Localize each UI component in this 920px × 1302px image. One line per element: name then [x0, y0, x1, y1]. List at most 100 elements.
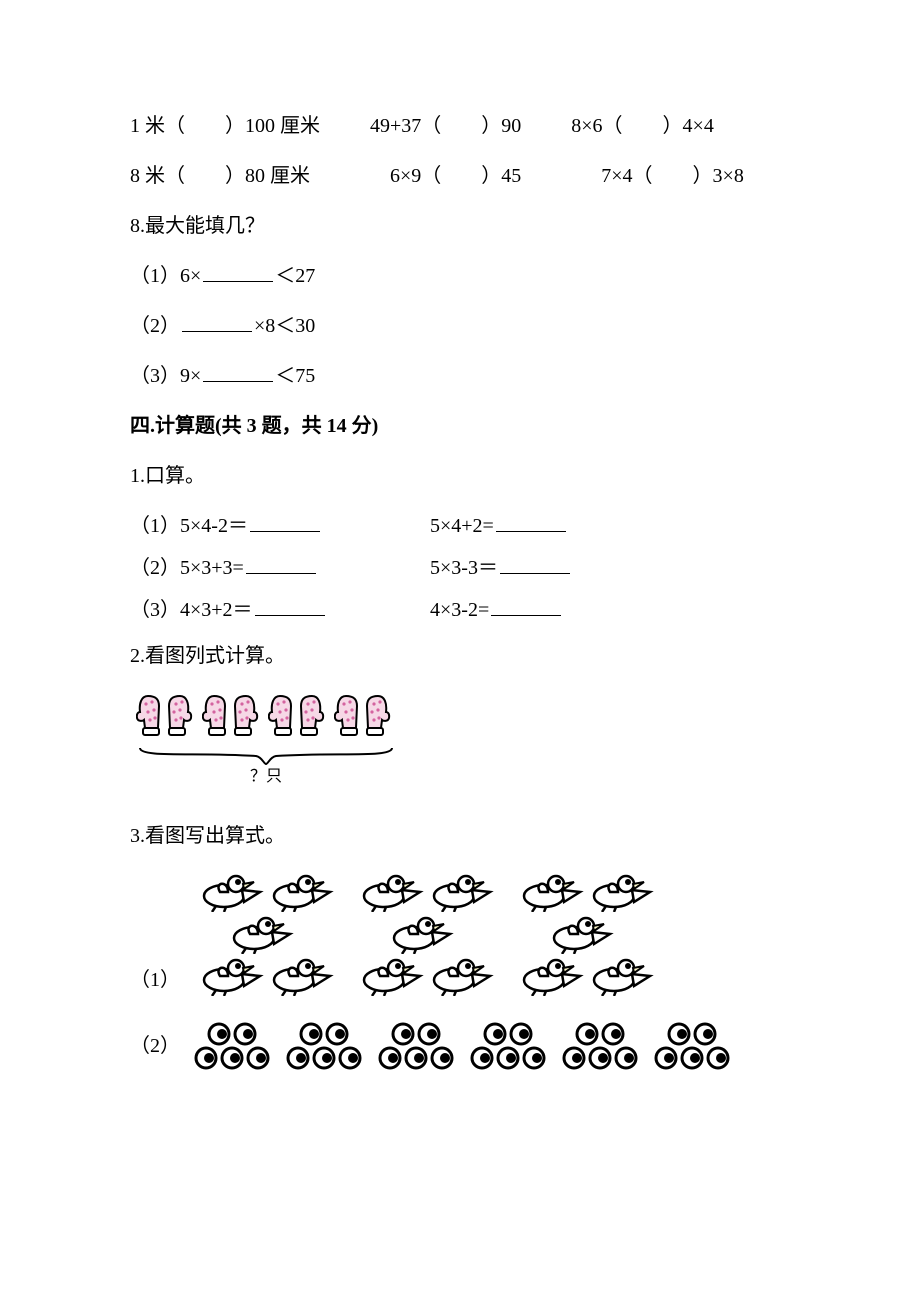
- bird: [514, 872, 584, 912]
- eye-icon: [654, 1046, 678, 1070]
- eye: [575, 1022, 599, 1046]
- q8-item-3: （3）9×＜75: [130, 360, 920, 392]
- eye: [496, 1046, 520, 1070]
- bird: [264, 956, 334, 996]
- q3-title: 3.看图写出算式。: [130, 820, 920, 852]
- eye: [588, 1046, 612, 1070]
- blank-input[interactable]: [496, 511, 566, 532]
- bird-icon: [194, 872, 264, 912]
- bird-icon: [384, 914, 454, 954]
- eye: [680, 1046, 704, 1070]
- eye-group: [562, 1022, 638, 1070]
- eye: [391, 1022, 415, 1046]
- eye-icon: [417, 1022, 441, 1046]
- eye-icon: [391, 1022, 415, 1046]
- bird-icon: [544, 914, 614, 954]
- eye-icon: [404, 1046, 428, 1070]
- q3-sub2-row: （2）: [130, 1022, 920, 1070]
- q8-item-1: （1）6× ＜27: [130, 260, 920, 292]
- mitten-pair: [136, 690, 194, 742]
- bird-group: [354, 872, 494, 996]
- bird-icon: [264, 956, 334, 996]
- bird-group: [194, 872, 334, 996]
- blank-input[interactable]: [255, 595, 325, 616]
- q8-title: 8.最大能填几？: [130, 210, 920, 242]
- bird: [424, 956, 494, 996]
- blank-input[interactable]: [500, 553, 570, 574]
- bird-icon: [424, 872, 494, 912]
- blank-input[interactable]: [246, 553, 316, 574]
- eye: [417, 1022, 441, 1046]
- compare-cell: 8×6（ ）4×4: [571, 115, 714, 137]
- blank-input[interactable]: [203, 261, 273, 282]
- q1-title: 1.口算。: [130, 460, 920, 492]
- eye: [430, 1046, 454, 1070]
- bird-icon: [584, 956, 654, 996]
- mitten-pair: [202, 690, 260, 742]
- bird: [264, 872, 334, 912]
- mitten-pair-icon: [136, 690, 194, 742]
- bird: [584, 872, 654, 912]
- eye: [194, 1046, 218, 1070]
- mitten-pair-icon: [334, 690, 392, 742]
- eye: [470, 1046, 494, 1070]
- compare-row-1: 1 米（ ）100 厘米 49+37（ ）90 8×6（ ）4×4: [130, 110, 920, 142]
- eye-icon: [470, 1046, 494, 1070]
- eye-icon: [588, 1046, 612, 1070]
- bird-group: [514, 872, 654, 996]
- calc-expr: （2）5×3+3=: [130, 557, 244, 579]
- q3-sub1-row: （1）: [130, 872, 920, 996]
- eye: [378, 1046, 402, 1070]
- eye-icon: [509, 1022, 533, 1046]
- bird-icon: [514, 872, 584, 912]
- eye-icon: [378, 1046, 402, 1070]
- mitten-pair: [268, 690, 326, 742]
- q8-item-prefix: （1）6×: [130, 265, 201, 287]
- blank-input[interactable]: [250, 511, 320, 532]
- eye-group: [654, 1022, 730, 1070]
- blank-input[interactable]: [182, 311, 252, 332]
- eye-icon: [522, 1046, 546, 1070]
- eye-group: [378, 1022, 454, 1070]
- eye-icon: [194, 1046, 218, 1070]
- calc-expr: 5×3-3＝: [430, 557, 498, 579]
- brace-label: ？只: [136, 764, 396, 790]
- compare-cell: 7×4（ ）3×8: [601, 165, 744, 187]
- q8-item-2: （2）×8＜30: [130, 310, 920, 342]
- calc-expr: 5×4+2=: [430, 515, 494, 537]
- eye: [246, 1046, 270, 1070]
- compare-cell: 6×9（ ）45: [390, 165, 521, 187]
- bird-icon: [354, 956, 424, 996]
- blank-input[interactable]: [203, 361, 273, 382]
- eye: [522, 1046, 546, 1070]
- mitten-pair-icon: [268, 690, 326, 742]
- eye: [338, 1046, 362, 1070]
- eye-icon: [338, 1046, 362, 1070]
- eye-icon: [706, 1046, 730, 1070]
- mitten-pair: [334, 690, 392, 742]
- eye-icon: [693, 1022, 717, 1046]
- eye-icon: [233, 1022, 257, 1046]
- eye-icon: [496, 1046, 520, 1070]
- eye: [220, 1046, 244, 1070]
- q1-row-3: （3）4×3+2＝ 4×3-2=: [130, 594, 920, 626]
- eye: [233, 1022, 257, 1046]
- q1-row-1: （1）5×4-2＝ 5×4+2=: [130, 510, 920, 542]
- mitten-pair-icon: [202, 690, 260, 742]
- bird-icon: [194, 956, 264, 996]
- eye-icon: [483, 1022, 507, 1046]
- eye: [483, 1022, 507, 1046]
- bird: [424, 872, 494, 912]
- bird: [514, 956, 584, 996]
- calc-expr: 4×3-2=: [430, 599, 489, 621]
- blank-input[interactable]: [491, 595, 561, 616]
- eye-icon: [667, 1022, 691, 1046]
- q8-item-suffix: ＜27: [275, 265, 315, 287]
- eye: [299, 1022, 323, 1046]
- compare-cell: 1 米（ ）100 厘米: [130, 115, 320, 137]
- q1-row-2: （2）5×3+3= 5×3-3＝: [130, 552, 920, 584]
- curly-brace-icon: [136, 746, 396, 766]
- mitten-row: [136, 690, 920, 742]
- bird: [544, 914, 614, 954]
- eye: [667, 1022, 691, 1046]
